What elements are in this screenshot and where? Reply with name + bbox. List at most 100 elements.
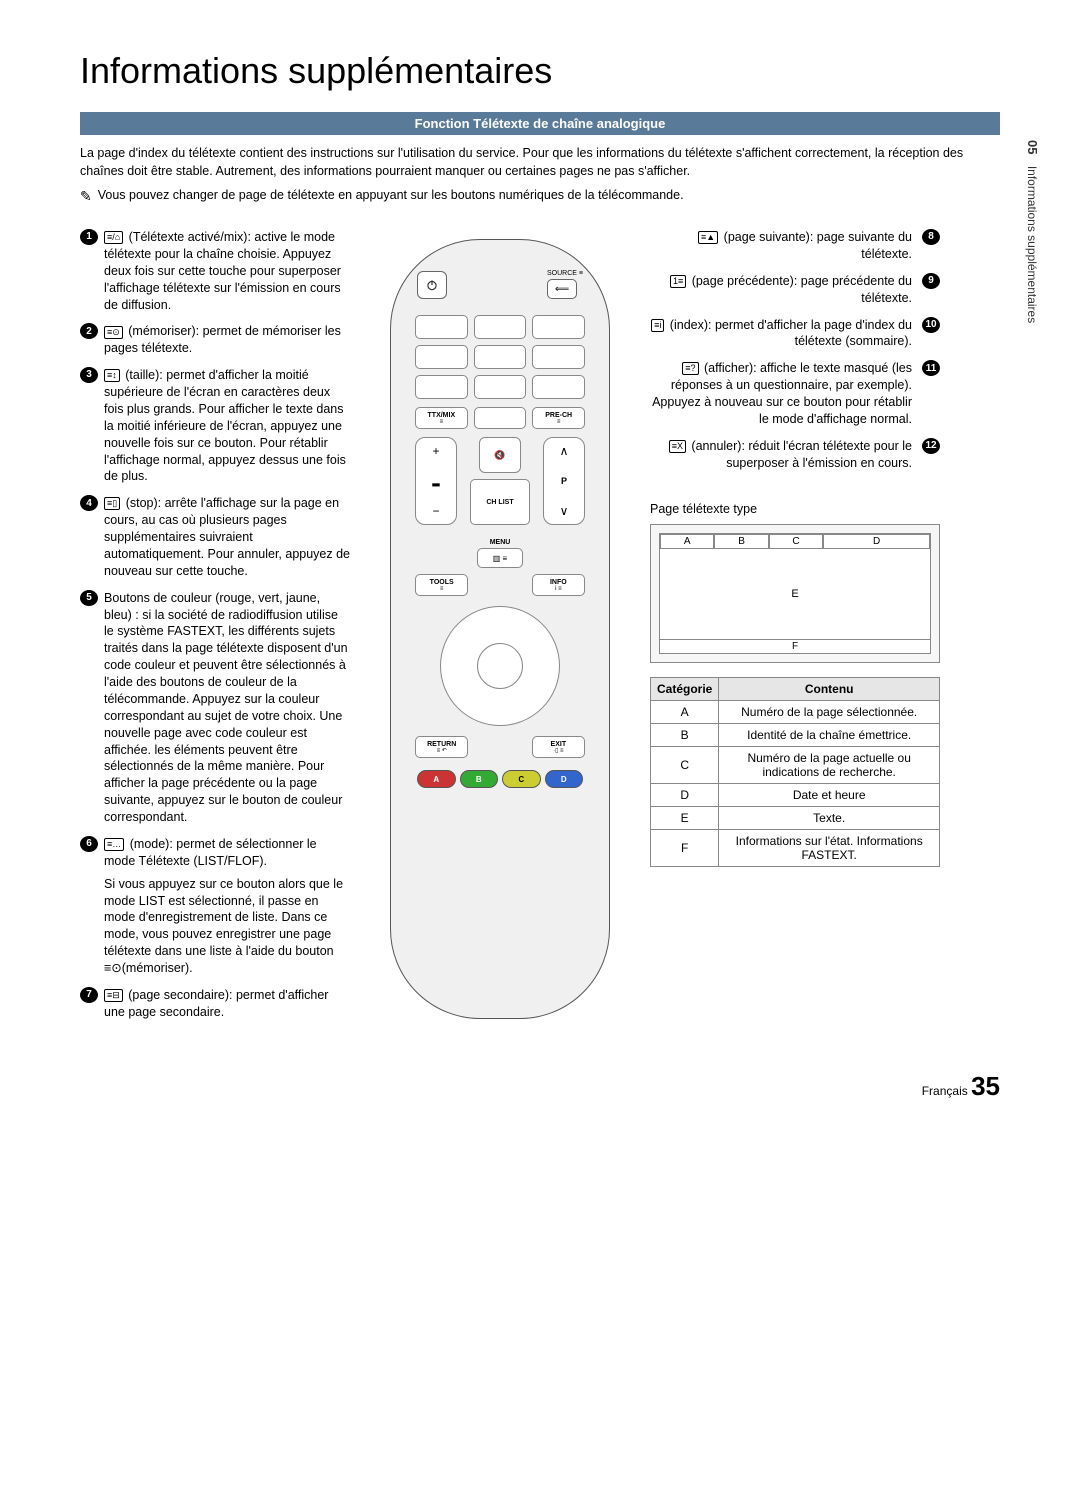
schema-f: F (660, 639, 930, 653)
item-body: ≡i (index): permet d'afficher la page d'… (650, 317, 912, 351)
table-row: FInformations sur l'état. Informations F… (651, 829, 940, 866)
menu-label: MENU (490, 539, 511, 546)
chlist-button[interactable]: CH LIST (470, 479, 530, 525)
list-item: 6≡… (mode): permet de sélectionner le mo… (80, 836, 350, 977)
item-body: ≡⊙ (mémoriser): permet de mémoriser les … (104, 323, 350, 357)
teletext-icon: 1≡ (670, 275, 686, 288)
channel-rocker[interactable]: ∧P∨ (543, 437, 585, 525)
extra-4[interactable] (417, 836, 467, 862)
side-tab-text: Informations supplémentaires (1025, 166, 1039, 323)
extra-5[interactable] (475, 836, 525, 862)
list-item: ≡i (index): permet d'afficher la page d'… (650, 317, 940, 351)
extra-3[interactable] (533, 802, 583, 828)
list-item: 1≡/⌂ (Télétexte activé/mix): active le m… (80, 229, 350, 313)
page-footer: Français 35 (80, 1071, 1000, 1102)
volume-rocker[interactable]: +▂− (415, 437, 457, 525)
teletext-schema: A B C D E F (650, 524, 940, 663)
table-row: ANuméro de la page sélectionnée. (651, 700, 940, 723)
prech-button[interactable]: PRE-CH≡ (532, 407, 585, 429)
extra-7[interactable] (417, 870, 467, 896)
extra-6[interactable] (533, 836, 583, 862)
item-number: 10 (922, 317, 940, 333)
table-row: BIdentité de la chaîne émettrice. (651, 723, 940, 746)
cell-content: Numéro de la page actuelle ou indication… (719, 746, 940, 783)
num-3[interactable] (532, 315, 585, 339)
item-body: Boutons de couleur (rouge, vert, jaune, … (104, 590, 350, 826)
item-number: 12 (922, 438, 940, 454)
num-9[interactable] (532, 375, 585, 399)
item-body: ≡▯ (stop): arrête l'affichage sur la pag… (104, 495, 350, 579)
side-tab-num: 05 (1025, 140, 1040, 154)
num-6[interactable] (532, 345, 585, 369)
exit-button[interactable]: EXIT·▯ ≡ (532, 736, 585, 758)
extra-9[interactable] (533, 870, 583, 896)
page-title: Informations supplémentaires (80, 50, 1000, 92)
power-icon (425, 278, 439, 292)
source-button[interactable]: ⟸ (547, 279, 577, 299)
num-7[interactable] (415, 375, 468, 399)
note-row: ✎ Vous pouvez changer de page de télétex… (80, 188, 1000, 205)
num-0[interactable] (474, 407, 527, 429)
extra-1[interactable] (417, 802, 467, 828)
dpad[interactable] (440, 606, 560, 726)
teletext-icon: ≡? (682, 362, 698, 375)
list-item: 3≡↕ (taille): permet d'afficher la moiti… (80, 367, 350, 485)
red-button[interactable]: A (417, 770, 456, 788)
item-number: 2 (80, 323, 98, 339)
footer-lang: Français (922, 1084, 968, 1098)
item-number: 7 (80, 987, 98, 1003)
section-header: Fonction Télétexte de chaîne analogique (80, 112, 1000, 135)
list-item: 1≡ (page précédente): page précédente du… (650, 273, 940, 307)
yellow-button[interactable]: C (502, 770, 541, 788)
th-category: Catégorie (651, 677, 719, 700)
ttx-button[interactable]: TTX/MIX≡ (415, 407, 468, 429)
remote-column: SOURCE ≡ ⟸ TTX/MIX≡ PRE-CH≡ +▂− 🔇 CH LIS… (370, 229, 630, 1031)
item-number: 9 (922, 273, 940, 289)
extra-8[interactable] (475, 870, 525, 896)
cell-category: A (651, 700, 719, 723)
remote-control: SOURCE ≡ ⟸ TTX/MIX≡ PRE-CH≡ +▂− 🔇 CH LIS… (390, 239, 610, 1019)
num-4[interactable] (415, 345, 468, 369)
cell-content: Informations sur l'état. Informations FA… (719, 829, 940, 866)
item-body: ≡? (afficher): affiche le texte masqué (… (650, 360, 912, 428)
tools-button[interactable]: TOOLS≡ (415, 574, 468, 596)
return-button[interactable]: RETURN≡ ↶ (415, 736, 468, 758)
teletext-icon: ≡X (669, 440, 686, 453)
teletext-icon: ≡… (104, 838, 124, 851)
extra-2[interactable] (475, 802, 525, 828)
schema-d: D (823, 534, 930, 549)
mute-button[interactable]: 🔇 (479, 437, 521, 473)
teletext-icon: ≡i (651, 319, 664, 332)
schema-b: B (714, 534, 768, 549)
page-type-title: Page télétexte type (650, 502, 940, 516)
table-row: ETexte. (651, 806, 940, 829)
category-table: Catégorie Contenu ANuméro de la page sél… (650, 677, 940, 867)
info-button[interactable]: INFOi ≡ (532, 574, 585, 596)
cell-content: Identité de la chaîne émettrice. (719, 723, 940, 746)
num-8[interactable] (474, 375, 527, 399)
teletext-icon: ≡↕ (104, 369, 120, 382)
ok-button[interactable] (477, 643, 523, 689)
list-item: 2 ≡⊙ (mémoriser): permet de mémoriser les… (80, 323, 350, 357)
cell-content: Date et heure (719, 783, 940, 806)
green-button[interactable]: B (460, 770, 499, 788)
cell-category: D (651, 783, 719, 806)
teletext-icon: ≡▲ (698, 231, 718, 244)
num-5[interactable] (474, 345, 527, 369)
right-item-list: ≡▲ (page suivante): page suivante du tél… (650, 229, 940, 472)
menu-button[interactable]: ▥ ≡ (477, 548, 523, 568)
cell-category: E (651, 806, 719, 829)
blue-button[interactable]: D (545, 770, 584, 788)
cell-category: C (651, 746, 719, 783)
item-number: 1 (80, 229, 98, 245)
num-2[interactable] (474, 315, 527, 339)
power-button[interactable] (417, 271, 447, 299)
schema-e: E (660, 549, 930, 639)
item-body: ≡▲ (page suivante): page suivante du tél… (650, 229, 912, 263)
cell-category: B (651, 723, 719, 746)
num-1[interactable] (415, 315, 468, 339)
list-item: ≡▲ (page suivante): page suivante du tél… (650, 229, 940, 263)
th-content: Contenu (719, 677, 940, 700)
schema-c: C (769, 534, 823, 549)
list-item: ≡? (afficher): affiche le texte masqué (… (650, 360, 940, 428)
